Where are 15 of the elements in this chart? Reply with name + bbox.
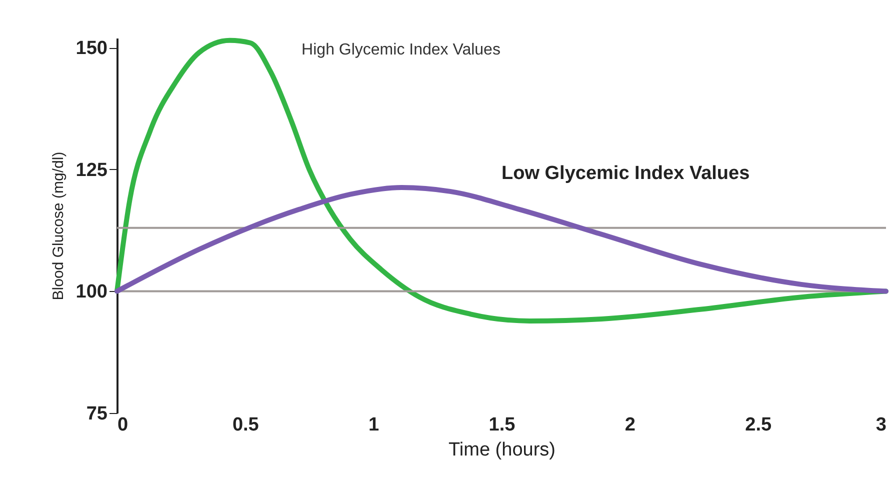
x-axis-title: Time (hours): [448, 440, 556, 460]
x-tick-label: 2: [624, 414, 636, 436]
y-tick-label: 100: [76, 282, 108, 303]
y-tick-label: 125: [76, 160, 108, 181]
x-tick-label: 0.5: [232, 414, 260, 436]
x-tick-label: 0: [118, 414, 128, 436]
x-tick-label: 1: [368, 414, 380, 436]
x-tick-label: 1.5: [488, 414, 516, 436]
series-label: Low Glycemic Index Values: [502, 163, 750, 184]
text: High Glycemic Index Values: [302, 41, 500, 58]
y-tick-label: 75: [86, 404, 108, 424]
x-tick-label: 2.5: [745, 414, 772, 436]
y-axis-title: Blood Glucose (mg/dl): [50, 152, 67, 300]
y-tick-label: 150: [76, 38, 108, 60]
x-tick-label: 3: [876, 414, 886, 436]
